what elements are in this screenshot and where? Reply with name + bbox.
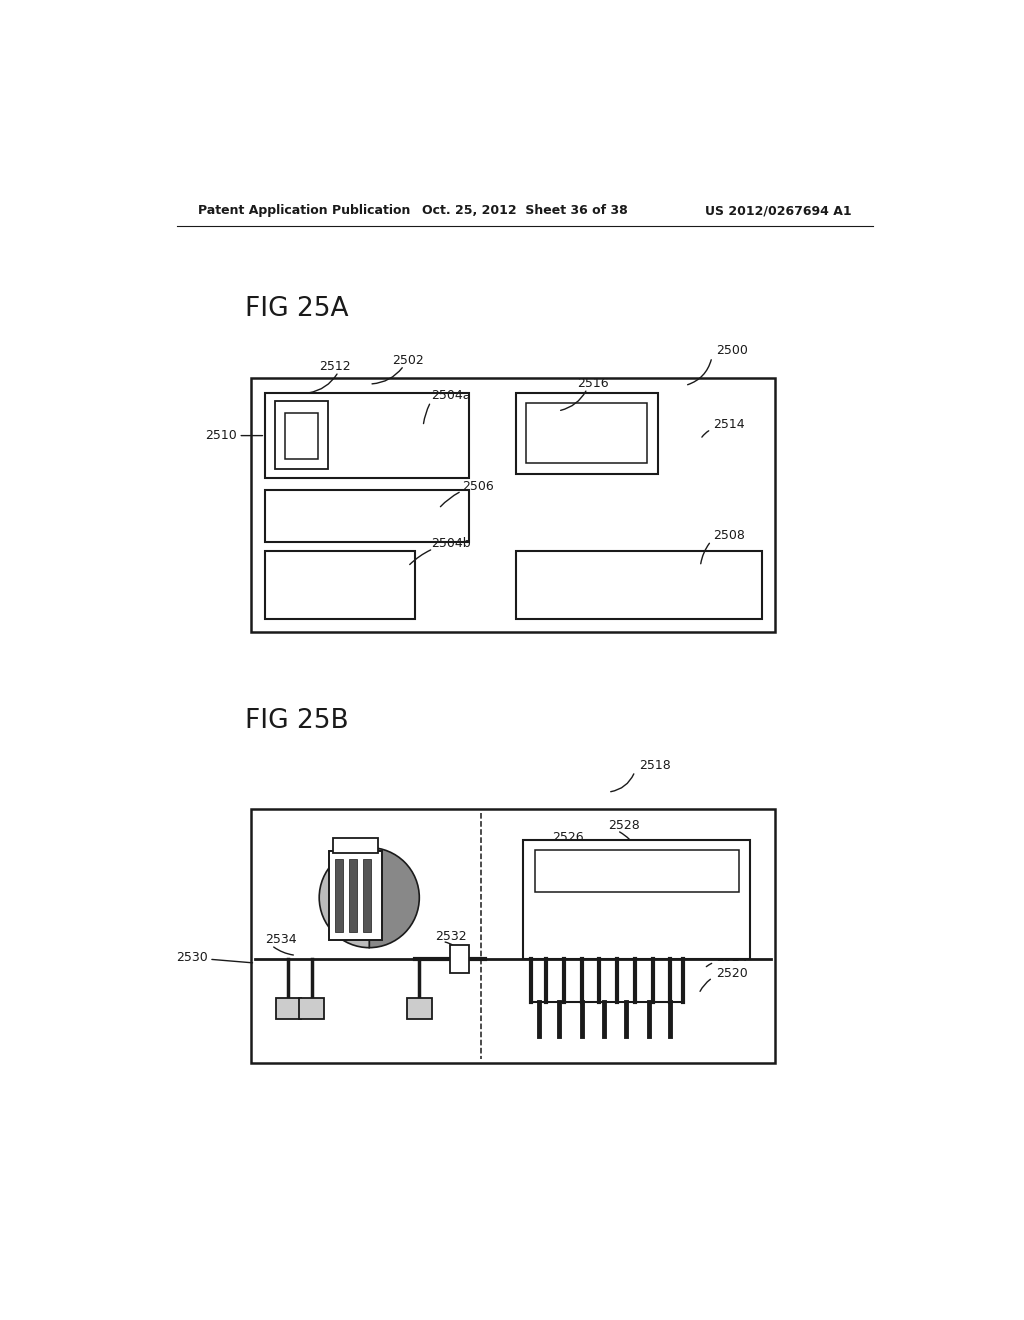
Text: 2526: 2526: [553, 832, 584, 843]
Text: 2504a: 2504a: [431, 389, 470, 403]
Text: 2504b: 2504b: [431, 537, 470, 550]
Text: 2518: 2518: [639, 759, 671, 772]
Text: FIG 25A: FIG 25A: [245, 296, 348, 322]
Text: 2530: 2530: [176, 952, 208, 964]
Bar: [515, 552, 762, 619]
Text: 2522: 2522: [716, 936, 748, 949]
Bar: [276, 998, 301, 1019]
Text: 2508: 2508: [713, 529, 744, 543]
Bar: [265, 393, 469, 478]
Bar: [285, 412, 318, 459]
Bar: [333, 837, 378, 853]
Text: 2512: 2512: [319, 360, 351, 372]
Text: 2516: 2516: [578, 376, 609, 389]
Text: Oct. 25, 2012  Sheet 36 of 38: Oct. 25, 2012 Sheet 36 of 38: [422, 205, 628, 218]
Bar: [265, 552, 416, 619]
Bar: [265, 490, 469, 541]
Bar: [336, 859, 343, 932]
Text: 2514: 2514: [713, 417, 744, 430]
Text: 2500: 2500: [716, 345, 748, 358]
Bar: [330, 851, 382, 940]
Bar: [252, 809, 775, 1063]
Bar: [525, 404, 647, 463]
Bar: [451, 945, 469, 973]
Bar: [274, 401, 329, 469]
Text: 2524: 2524: [716, 952, 748, 964]
Bar: [252, 378, 775, 632]
Text: 2528: 2528: [608, 818, 640, 832]
Bar: [523, 840, 751, 960]
Bar: [407, 998, 432, 1019]
Text: 2510: 2510: [205, 429, 237, 442]
Bar: [515, 393, 658, 474]
Text: FIG 25B: FIG 25B: [245, 708, 348, 734]
Bar: [349, 859, 357, 932]
Bar: [364, 859, 371, 932]
Text: 2534: 2534: [265, 933, 297, 946]
Wedge shape: [319, 847, 370, 948]
Text: US 2012/0267694 A1: US 2012/0267694 A1: [705, 205, 851, 218]
Bar: [299, 998, 324, 1019]
Text: Patent Application Publication: Patent Application Publication: [199, 205, 411, 218]
Wedge shape: [370, 847, 419, 948]
Text: 2520: 2520: [716, 966, 748, 979]
Text: 2506: 2506: [462, 480, 494, 492]
Text: 2502: 2502: [392, 354, 424, 367]
Bar: [535, 850, 739, 892]
Text: 2532: 2532: [435, 929, 466, 942]
